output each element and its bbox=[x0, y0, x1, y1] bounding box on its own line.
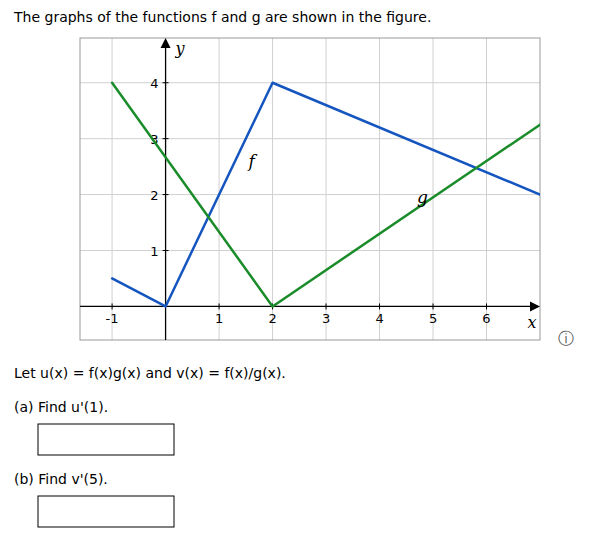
y-tick-label: 4 bbox=[150, 76, 158, 91]
note: (b) Find v'(5). bbox=[14, 471, 108, 487]
grid-line bbox=[80, 138, 540, 139]
x-tick-label: 4 bbox=[375, 311, 383, 326]
x-axis-label: x bbox=[527, 313, 536, 332]
x-tick bbox=[486, 303, 487, 309]
answer-box bbox=[38, 496, 174, 527]
x-axis bbox=[80, 306, 538, 307]
grid-line bbox=[80, 194, 540, 195]
note: (a) Find u'(1). bbox=[14, 399, 108, 415]
y-tick bbox=[163, 82, 169, 83]
x-tick-label: 3 bbox=[322, 311, 330, 326]
x-tick-label: 6 bbox=[482, 311, 490, 326]
x-tick bbox=[326, 303, 327, 309]
x-tick-label: 2 bbox=[268, 311, 276, 326]
grid-line bbox=[326, 38, 327, 340]
x-tick bbox=[433, 303, 434, 309]
note: Let u(x) = f(x)g(x) and v(x) = f(x)/g(x)… bbox=[14, 365, 286, 381]
x-tick-label: -1 bbox=[106, 311, 119, 326]
y-tick-label: 2 bbox=[150, 188, 158, 203]
axes: -11234561234 bbox=[80, 38, 540, 340]
page: {"chart_data": { "type": "line", "title"… bbox=[0, 0, 592, 559]
grid-line bbox=[80, 250, 540, 251]
x-tick bbox=[379, 303, 380, 309]
grid-line bbox=[80, 82, 540, 83]
grid-line bbox=[486, 38, 487, 340]
x-tick-label: 5 bbox=[429, 311, 437, 326]
y-axis bbox=[165, 40, 166, 340]
y-axis-arrow bbox=[161, 38, 171, 48]
info-icon: ⓘ bbox=[558, 329, 574, 348]
series-line bbox=[112, 83, 540, 307]
title: The graphs of the functions f and g are … bbox=[13, 9, 431, 25]
series-group bbox=[112, 83, 540, 307]
plot-frame bbox=[80, 38, 540, 340]
x-axis-arrow bbox=[530, 301, 540, 311]
y-tick bbox=[163, 250, 169, 251]
x-tick bbox=[219, 303, 220, 309]
chart: The graphs of the functions f and g are … bbox=[0, 0, 592, 559]
x-tick bbox=[112, 303, 113, 309]
grid-line bbox=[379, 38, 380, 340]
answer-box bbox=[38, 424, 174, 455]
y-tick bbox=[163, 138, 169, 139]
y-axis-label: y bbox=[175, 39, 186, 58]
series-line bbox=[112, 83, 540, 307]
curve-label: g bbox=[417, 187, 428, 207]
x-tick-label: 1 bbox=[215, 311, 223, 326]
grid bbox=[80, 38, 540, 340]
grid-line bbox=[433, 38, 434, 340]
y-tick bbox=[163, 194, 169, 195]
y-tick-label: 1 bbox=[150, 244, 158, 259]
grid-line bbox=[219, 38, 220, 340]
curve-label: f bbox=[246, 151, 257, 171]
